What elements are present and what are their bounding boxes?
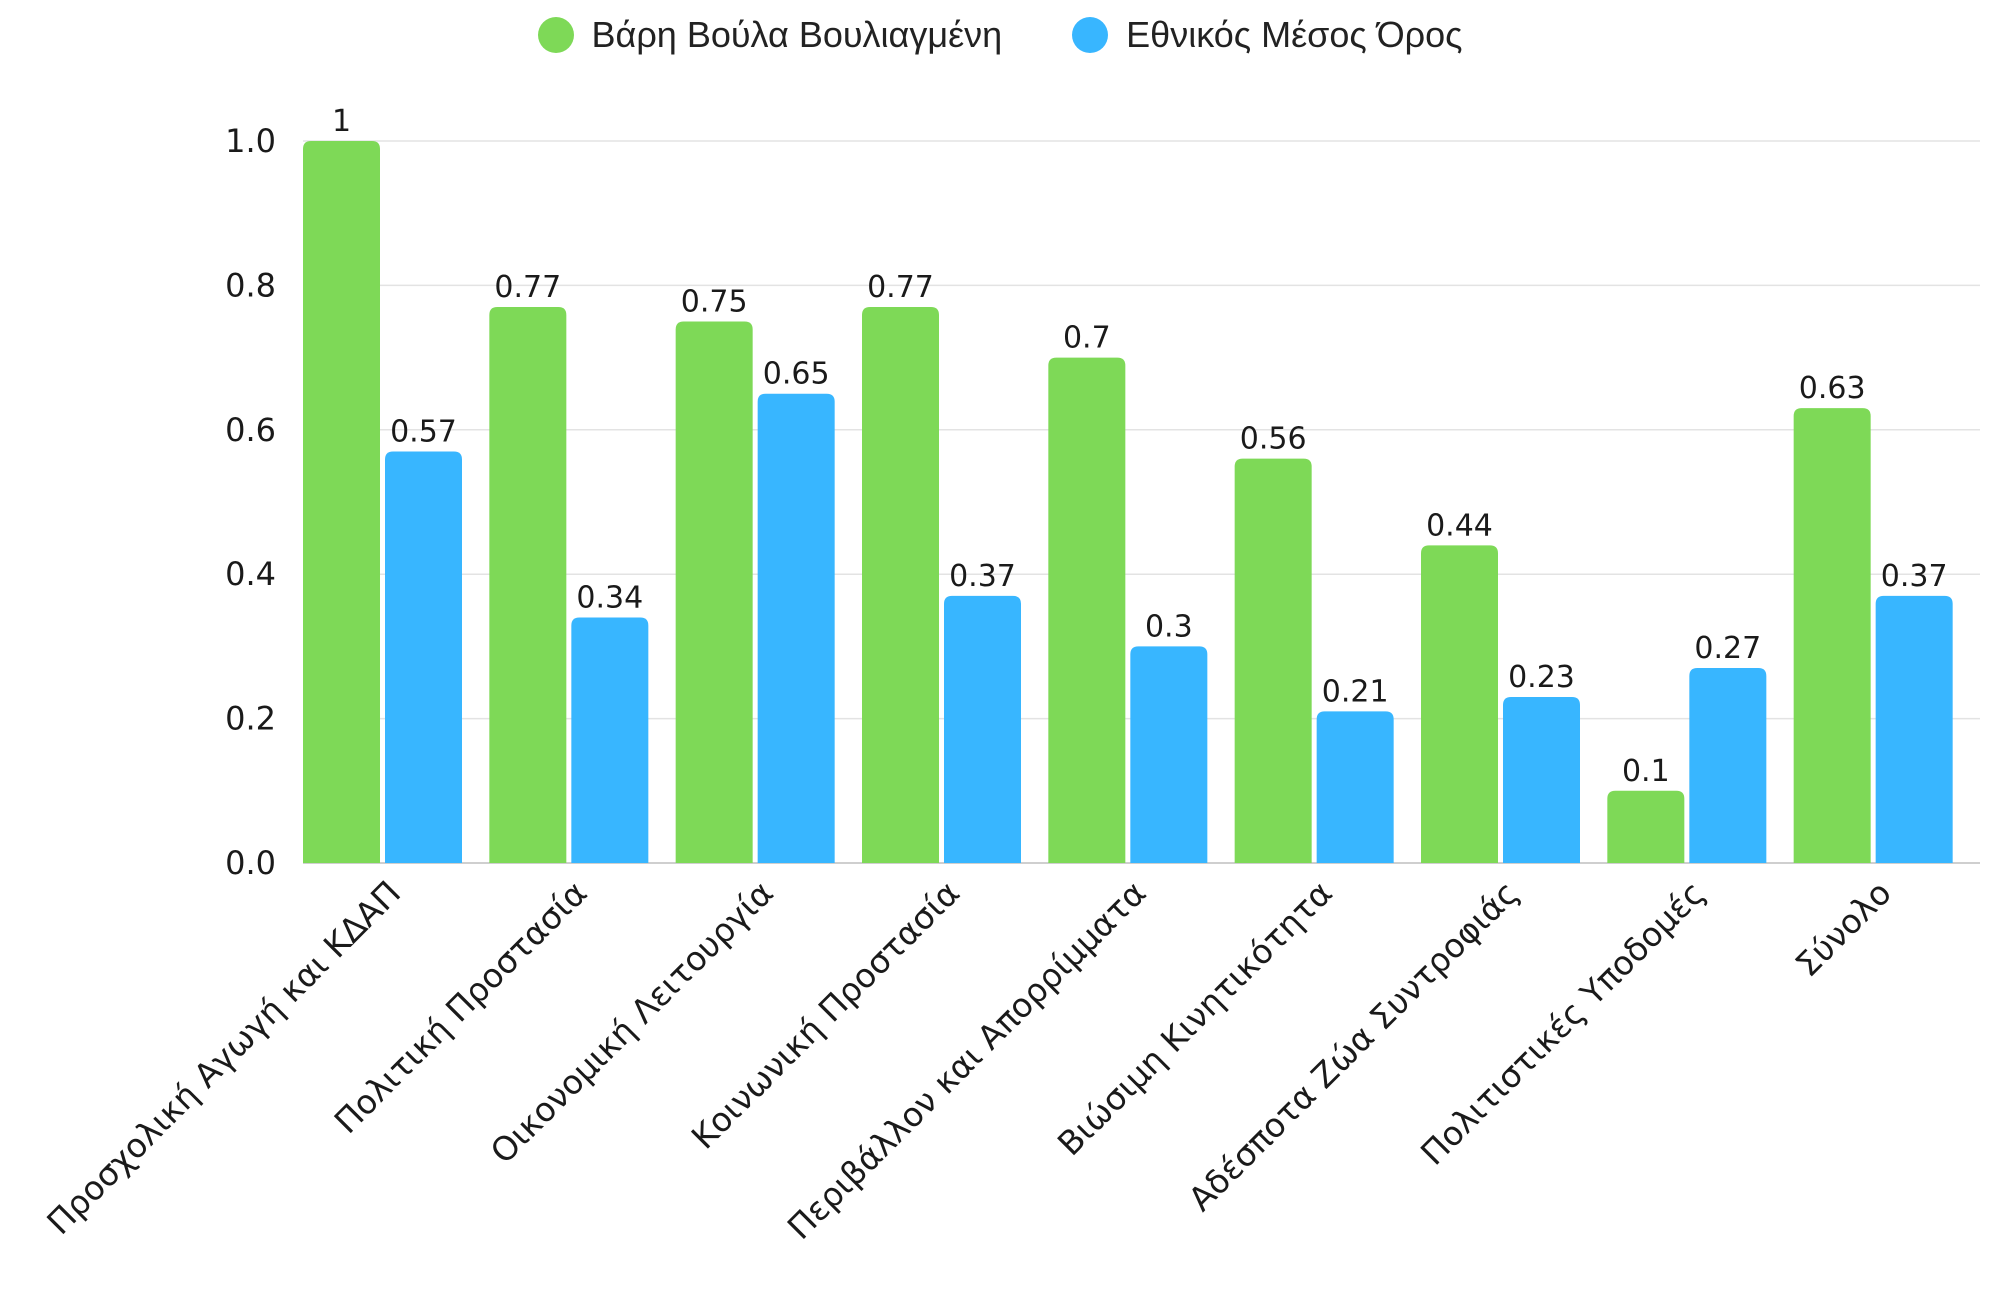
data-label: 0.37: [1881, 559, 1948, 594]
data-label: 0.37: [949, 559, 1016, 594]
bar-series-2[interactable]: [571, 617, 649, 863]
bar-series-2[interactable]: [1316, 711, 1394, 863]
x-tick-label: Προσχολική Αγωγή και ΚΔΑΠ: [39, 873, 408, 1242]
data-label: 0.63: [1799, 371, 1866, 406]
data-label: 0.77: [867, 270, 934, 305]
data-label: 0.65: [763, 357, 830, 392]
x-tick-label: Σύνολο: [1788, 873, 1899, 984]
bar-series-1[interactable]: [1607, 790, 1685, 863]
y-tick-label: 0.0: [225, 844, 276, 882]
data-label: 0.27: [1694, 631, 1761, 666]
y-tick-label: 0.8: [225, 266, 276, 304]
data-label: 0.57: [390, 414, 457, 449]
data-label: 0.1: [1622, 754, 1670, 789]
y-tick-label: 1.0: [225, 122, 276, 160]
data-label: 0.3: [1145, 609, 1193, 644]
data-label: 0.56: [1240, 422, 1307, 457]
legend: Βάρη Βούλα Βουλιαγμένη Εθνικός Μέσος Όρο…: [0, 14, 2000, 56]
y-tick-label: 0.6: [225, 411, 276, 449]
bar-series-1[interactable]: [1793, 408, 1871, 863]
legend-swatch-series-2: [1072, 17, 1109, 53]
x-tick-label: Αδέσποτα Ζώα Συντροφιάς: [1181, 873, 1526, 1218]
bar-series-2[interactable]: [385, 451, 462, 863]
y-tick-label: 0.2: [225, 700, 276, 738]
legend-item-series-1[interactable]: Βάρη Βούλα Βουλιαγμένη: [537, 14, 1003, 56]
data-label: 0.75: [681, 285, 748, 320]
bar-series-1[interactable]: [303, 141, 380, 863]
data-label: 0.77: [494, 270, 561, 305]
bar-series-1[interactable]: [489, 307, 567, 863]
y-tick-label: 0.4: [225, 555, 276, 593]
bar-series-2[interactable]: [1875, 595, 1953, 863]
legend-swatch-series-1: [537, 17, 574, 53]
bar-series-2[interactable]: [944, 595, 1021, 863]
data-label: 0.34: [576, 581, 643, 616]
bar-series-2[interactable]: [1130, 646, 1208, 863]
bar-series-2[interactable]: [757, 393, 835, 863]
legend-label-series-2: Εθνικός Μέσος Όρος: [1126, 14, 1463, 55]
data-label: 0.21: [1322, 674, 1389, 709]
legend-item-series-2[interactable]: Εθνικός Μέσος Όρος: [1072, 14, 1463, 56]
data-label: 0.7: [1063, 321, 1111, 356]
bar-series-1[interactable]: [675, 321, 753, 864]
bar-series-1[interactable]: [1048, 357, 1126, 863]
bar-series-1[interactable]: [1421, 545, 1498, 863]
bar-series-2[interactable]: [1689, 668, 1767, 863]
bar-series-1[interactable]: [862, 307, 939, 863]
data-label: 1: [332, 104, 351, 139]
bar-series-2[interactable]: [1503, 696, 1580, 863]
legend-label-series-1: Βάρη Βούλα Βουλιαγμένη: [591, 14, 1003, 55]
data-label: 0.44: [1426, 508, 1493, 543]
data-label: 0.23: [1508, 660, 1575, 695]
bar-series-1[interactable]: [1234, 458, 1312, 863]
x-tick-label: Περιβάλλον και Απορρίμματα: [780, 873, 1154, 1247]
